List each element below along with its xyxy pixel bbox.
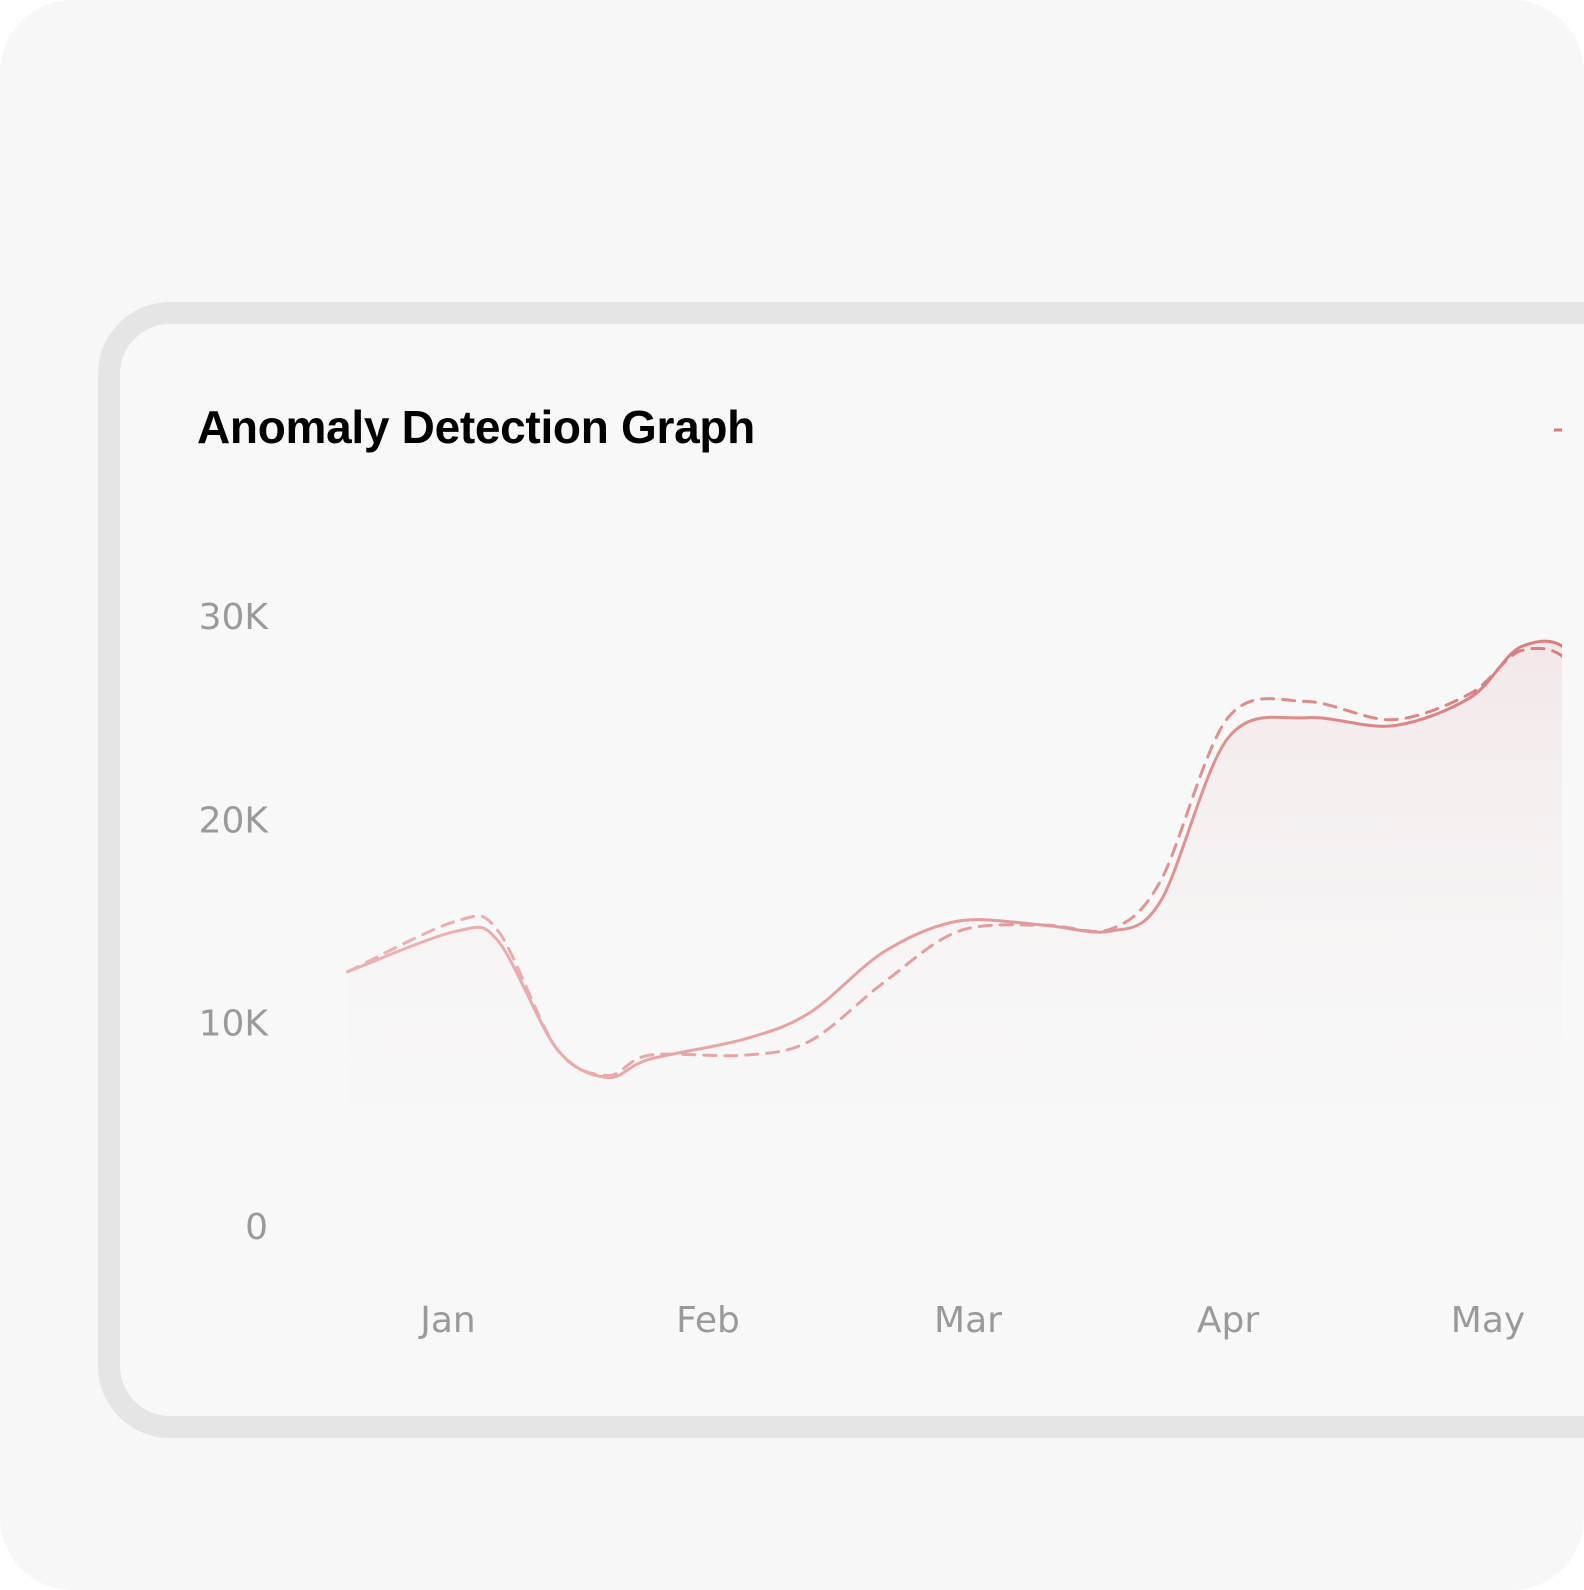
y-tick-label: 20K [199,800,270,841]
y-tick-label: 0 [245,1207,268,1248]
x-tick-label: Mar [934,1300,1002,1341]
series-area [347,641,1562,1226]
chart-title: Anomaly Detection Graph [197,401,755,453]
series-line-dashed [345,646,1562,1077]
y-tick-label: 30K [199,597,270,638]
x-tick-label: Jan [418,1300,476,1341]
y-axis: 0 10K 20K 30K [199,597,270,1248]
series-layer [345,639,1562,1226]
y-tick-label: 10K [199,1004,270,1045]
x-tick-label: Apr [1197,1300,1259,1341]
x-tick-label: Feb [676,1300,740,1341]
x-axis: Jan Feb Mar Apr May [418,1300,1525,1341]
x-tick-label: May [1451,1300,1525,1341]
